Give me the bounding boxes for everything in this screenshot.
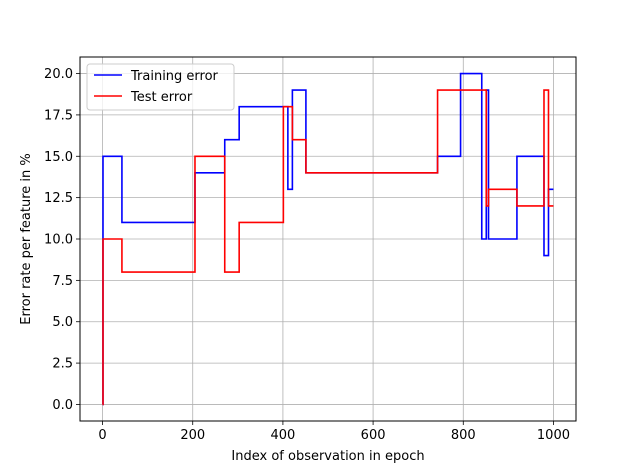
legend-label-test: Test error bbox=[130, 90, 193, 105]
x-tick-label: 1000 bbox=[537, 428, 570, 443]
x-axis-ticks: 0 200 400 600 800 1000 bbox=[98, 421, 570, 443]
y-tick-label: 5.0 bbox=[52, 315, 73, 330]
legend-box bbox=[86, 63, 235, 111]
series-line-1 bbox=[102, 89, 554, 406]
y-tick-label: 2.5 bbox=[52, 357, 73, 372]
x-tick-label: 600 bbox=[361, 428, 386, 443]
y-tick-label: 20.0 bbox=[44, 67, 73, 82]
legend: Training error Test error bbox=[86, 63, 235, 111]
y-axis-ticks: 0.0 2.5 5.0 7.5 10.0 12.5 15.0 17.5 20.0 bbox=[44, 67, 80, 413]
x-axis-label: Index of observation in epoch bbox=[231, 449, 424, 464]
series-layer bbox=[102, 72, 554, 406]
y-tick-label: 10.0 bbox=[44, 233, 73, 248]
y-tick-label: 15.0 bbox=[44, 150, 73, 165]
x-tick-label: 400 bbox=[270, 428, 295, 443]
y-tick-label: 0.0 bbox=[52, 398, 73, 413]
y-tick-label: 17.5 bbox=[44, 108, 73, 123]
y-axis-label: Error rate per feature in % bbox=[19, 153, 34, 325]
x-tick-label: 200 bbox=[180, 428, 205, 443]
x-tick-label: 800 bbox=[451, 428, 476, 443]
y-tick-label: 7.5 bbox=[52, 274, 73, 289]
x-tick-label: 0 bbox=[98, 428, 106, 443]
y-tick-label: 12.5 bbox=[44, 191, 73, 206]
legend-label-training: Training error bbox=[130, 69, 219, 84]
